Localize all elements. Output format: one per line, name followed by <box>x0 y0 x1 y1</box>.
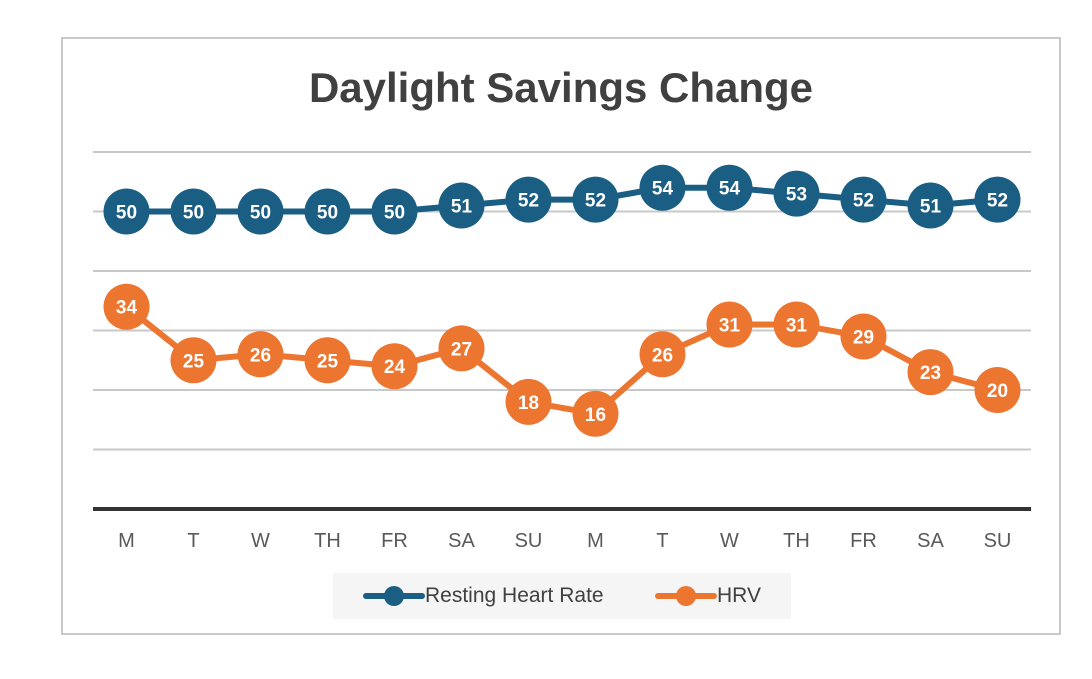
data-point <box>505 378 552 425</box>
x-tick-label: SA <box>917 530 944 552</box>
data-point <box>572 176 619 223</box>
legend-label: Resting Heart Rate <box>425 584 604 607</box>
x-tick-label: T <box>187 530 199 552</box>
x-tick-label: T <box>656 530 668 552</box>
data-point <box>438 182 485 229</box>
series-resting-heart-rate: 50 50 50 50 50 51 52 52 54 54 53 52 51 52 <box>103 164 1021 235</box>
data-point <box>706 301 753 348</box>
data-point <box>304 337 351 384</box>
x-tick-label: TH <box>783 530 810 552</box>
data-point <box>773 170 820 217</box>
data-label: 54 <box>652 179 674 200</box>
x-tick-label: TH <box>314 530 341 552</box>
data-label: 31 <box>719 316 741 337</box>
data-point <box>371 188 418 235</box>
data-label: 34 <box>116 298 138 319</box>
data-label: 52 <box>987 191 1008 212</box>
data-point <box>773 301 820 348</box>
data-label: 50 <box>250 203 271 224</box>
data-point <box>103 188 150 235</box>
x-tick-label: M <box>587 530 604 552</box>
legend-swatch-line-icon <box>363 573 425 619</box>
data-label: 27 <box>451 339 472 360</box>
chart-frame <box>61 37 1061 635</box>
x-tick-labels: M T W TH FR SA SU M T W TH FR SA SU <box>118 530 1011 552</box>
legend[interactable]: Resting Heart Rate HRV <box>333 573 791 619</box>
data-point <box>505 176 552 223</box>
x-tick-label: SU <box>984 530 1012 552</box>
data-point <box>237 331 284 378</box>
x-tick-label: W <box>251 530 270 552</box>
data-point <box>639 331 686 378</box>
data-label: 31 <box>786 316 808 337</box>
series-hrv: 34 25 26 25 24 27 18 16 26 31 31 29 23 20 <box>103 283 1021 437</box>
data-point <box>170 337 217 384</box>
data-label: 54 <box>719 179 741 200</box>
data-point <box>572 390 619 437</box>
legend-item-resting-heart-rate[interactable]: Resting Heart Rate <box>363 573 604 619</box>
chart-title: Daylight Savings Change <box>308 64 814 111</box>
data-point <box>840 176 887 223</box>
data-point <box>237 188 284 235</box>
data-point <box>170 188 217 235</box>
data-label: 20 <box>987 381 1008 402</box>
data-label: 25 <box>317 351 339 372</box>
data-point <box>974 367 1021 413</box>
data-label: 53 <box>786 185 807 206</box>
gridlines <box>93 151 1031 511</box>
x-tick-label: W <box>720 530 739 552</box>
data-label: 23 <box>920 363 941 384</box>
data-point <box>907 182 954 229</box>
legend-label: HRV <box>717 584 761 607</box>
data-label: 25 <box>183 351 205 372</box>
data-point <box>706 164 753 211</box>
data-label: 50 <box>384 203 405 224</box>
data-label: 50 <box>116 203 137 224</box>
legend-swatch-line-icon <box>655 573 717 619</box>
data-label: 51 <box>451 197 473 218</box>
series-layer: 50 50 50 50 50 51 52 52 54 54 53 52 51 52 34 25 26 25 24 27… <box>103 164 1021 437</box>
data-point <box>304 188 351 235</box>
x-tick-label: SA <box>448 530 475 552</box>
data-label: 52 <box>853 191 874 212</box>
data-point <box>840 313 887 360</box>
data-point <box>103 283 150 330</box>
legend-item-hrv[interactable]: HRV <box>655 573 761 619</box>
data-point <box>907 349 954 396</box>
data-point <box>371 343 418 390</box>
data-label: 26 <box>250 345 271 366</box>
data-label: 18 <box>518 393 539 414</box>
data-point <box>974 176 1021 223</box>
data-label: 16 <box>585 405 606 426</box>
data-label: 52 <box>585 191 606 212</box>
data-label: 51 <box>920 197 942 218</box>
data-label: 50 <box>317 203 338 224</box>
x-tick-label: SU <box>515 530 543 552</box>
x-tick-label: M <box>118 530 135 552</box>
x-tick-label: FR <box>850 530 877 552</box>
data-label: 29 <box>853 327 874 348</box>
data-label: 26 <box>652 345 673 366</box>
data-point <box>438 325 485 372</box>
data-point <box>639 164 686 211</box>
data-label: 50 <box>183 203 204 224</box>
x-tick-label: FR <box>381 530 408 552</box>
data-label: 52 <box>518 191 539 212</box>
data-label: 24 <box>384 357 406 378</box>
